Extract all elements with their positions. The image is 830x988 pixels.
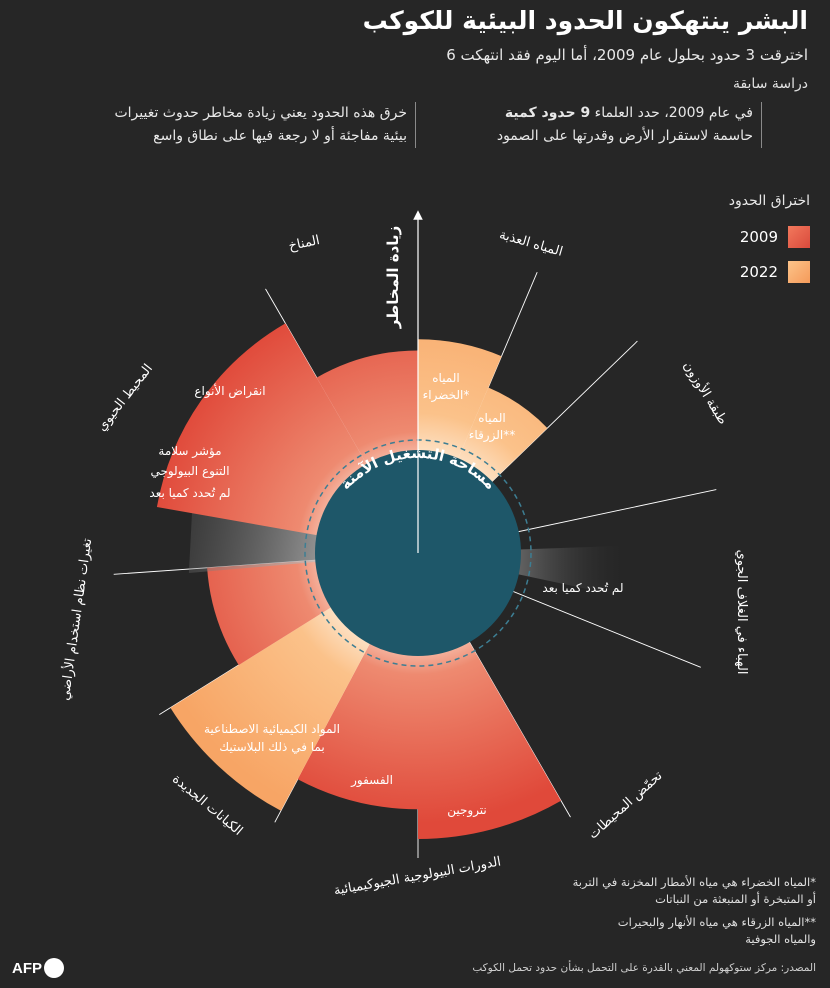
- label-biogeochemical: الدورات البيولوجية الجيوكيميائية: [333, 854, 502, 898]
- label-biosphere: المحيط الحيوي: [95, 361, 156, 434]
- legend-title: اختراق الحدود: [728, 193, 810, 209]
- legend-item-2009: 2009: [740, 226, 810, 248]
- label-bii-3: لم تُحدد كميا بعد: [149, 486, 230, 500]
- label-aerosols-sub: لم تُحدد كميا بعد: [542, 581, 623, 595]
- label-freshwater: المياه العذبة: [498, 227, 565, 259]
- label-green-water-2: الخضراء*: [423, 388, 470, 403]
- label-ocean: تحمّض المحيطات: [586, 768, 666, 842]
- info-left-line2: بيئية مفاجئة أو لا رجعة فيها على نطاق وا…: [153, 128, 407, 144]
- footnote-blue-water: **المياه الزرقاء هي مياه الأنهار والبحير…: [556, 914, 816, 948]
- legend-label-2009: 2009: [739, 228, 778, 246]
- label-nitrogen: نتروجين: [447, 803, 487, 818]
- subtitle-note: دراسة سابقة: [732, 76, 808, 92]
- footnote2-line2: والمياه الجوفية: [745, 932, 816, 946]
- label-extinction: انقراض الأنواع: [194, 383, 265, 399]
- info-prefix: في عام 2009، حدد العلماء: [590, 105, 753, 121]
- risk-axis-label: زيادة المخاطر: [384, 226, 402, 329]
- footnote1-line1: *المياه الخضراء هي مياه الأمطار المخزنة …: [572, 875, 816, 889]
- legend-label-2022: 2022: [739, 263, 778, 281]
- label-novel-entities: الكيانات الجديدة: [169, 772, 245, 839]
- info-box-risk: خرق هذه الحدود يعني زيادة مخاطر حدوث تغي…: [35, 102, 416, 148]
- footnote2-line1: **المياه الزرقاء هي مياه الأنهار والبحير…: [617, 915, 816, 929]
- label-aerosols: الهباء في الغلاف الجوي: [734, 550, 749, 675]
- afp-logo: AFP: [12, 958, 64, 978]
- label-land-use: تغيرات نظام استخدام الأراضي: [56, 537, 96, 702]
- label-bii-1: مؤشر سلامة: [158, 444, 221, 459]
- label-phosphorus: الفسفور: [350, 773, 393, 788]
- info-left-line1: خرق هذه الحدود يعني زيادة مخاطر حدوث تغي…: [114, 105, 407, 121]
- label-novel-sub1: المواد الكيميائية الاصطناعية: [204, 722, 340, 737]
- label-ozone: طبقة الأوزون: [680, 358, 732, 428]
- source-credit: المصدر: مركز ستوكهولم المعني بالقدرة على…: [472, 962, 816, 974]
- page-title: البشر ينتهكون الحدود البيئية للكوكب: [362, 6, 808, 35]
- info-bold: 9 حدود كمية: [504, 105, 591, 121]
- label-novel-sub2: بما في ذلك البلاستيك: [219, 740, 324, 754]
- footnote-green-water: *المياه الخضراء هي مياه الأمطار المخزنة …: [556, 874, 816, 908]
- afp-logo-text: AFP: [12, 959, 42, 977]
- label-green-water-1: المياه: [432, 371, 460, 385]
- afp-logo-dot: [44, 958, 64, 978]
- subtitle: اخترقت 3 حدود بحلول عام 2009، أما اليوم …: [446, 46, 808, 64]
- legend-swatch-2009: [788, 226, 810, 248]
- legend-item-2022: 2022: [740, 261, 810, 283]
- legend-swatch-2022: [788, 261, 810, 283]
- label-climate: المناخ: [287, 233, 321, 254]
- info-rest: حاسمة لاستقرار الأرض وقدرتها على الصمود: [496, 128, 753, 144]
- label-blue-water-2: الزرقاء**: [469, 428, 515, 443]
- label-blue-water-1: المياه: [478, 411, 506, 425]
- info-box-boundaries: في عام 2009، حدد العلماء 9 حدود كمية حاس…: [453, 102, 762, 148]
- label-bii-2: التنوع البيولوجي: [150, 464, 229, 479]
- footnote1-line2: أو المتبخرة أو المنبعثة من النباتات: [655, 892, 816, 906]
